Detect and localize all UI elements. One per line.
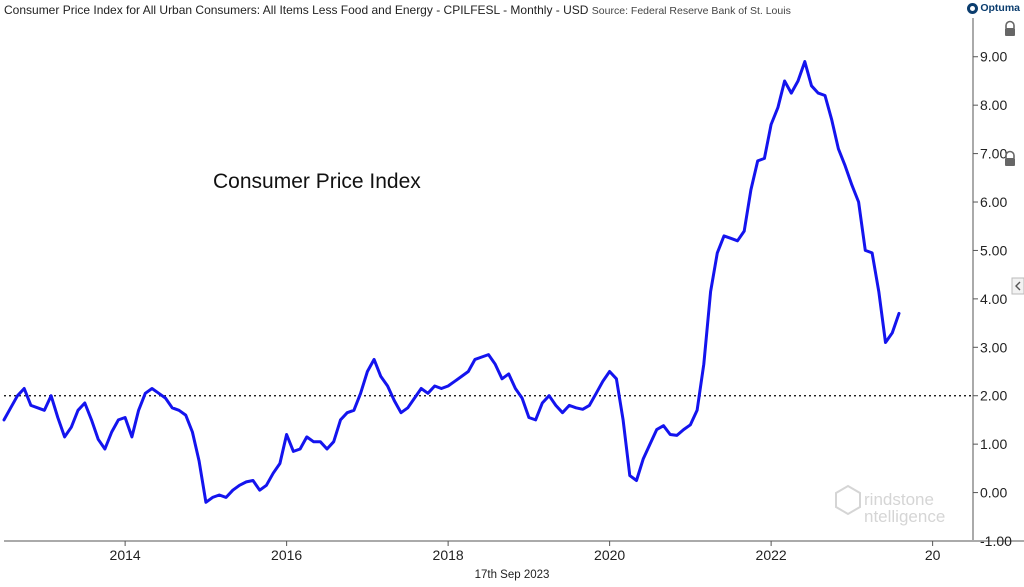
- x-tick-label: 20: [925, 547, 941, 563]
- y-tick-label: 8.00: [980, 97, 1007, 113]
- watermark-line1: rindstone: [864, 490, 934, 509]
- y-tick-label: 3.00: [980, 339, 1007, 355]
- y-tick-label: -1.00: [980, 533, 1012, 549]
- chart-title: Consumer Price Index for All Urban Consu…: [4, 3, 589, 17]
- lock-icon[interactable]: [1005, 150, 1015, 167]
- watermark-hexagon-icon: [835, 484, 861, 516]
- y-tick-label: 2.00: [980, 388, 1007, 404]
- x-tick-label: 2018: [433, 547, 464, 563]
- lock-icon[interactable]: [1005, 20, 1015, 37]
- chart-annotation: Consumer Price Index: [213, 170, 421, 193]
- y-tick-label: 9.00: [980, 49, 1007, 65]
- y-tick-label: 7.00: [980, 146, 1007, 162]
- y-tick-label: 1.00: [980, 436, 1007, 452]
- watermark-logo: rindstone ntelligence: [835, 484, 945, 526]
- x-tick-label: 2022: [756, 547, 787, 563]
- watermark-line2: ntelligence: [864, 507, 945, 526]
- x-tick-label: 2020: [594, 547, 625, 563]
- y-tick-label: 5.00: [980, 242, 1007, 258]
- brand-logo: Optuma: [967, 2, 1020, 14]
- x-tick-label: 2016: [271, 547, 302, 563]
- y-tick-label: 6.00: [980, 194, 1007, 210]
- x-tick-label: 2014: [110, 547, 141, 563]
- brand-name: Optuma: [980, 2, 1020, 14]
- date-label: 17th Sep 2023: [474, 569, 550, 581]
- y-tick-label: 4.00: [980, 291, 1007, 307]
- optuma-logo-icon: [967, 2, 979, 14]
- chart-source: Source: Federal Reserve Bank of St. Loui…: [591, 5, 791, 17]
- y-tick-label: 0.00: [980, 485, 1007, 501]
- collapse-arrow-icon[interactable]: [1011, 277, 1024, 295]
- chart-header: Consumer Price Index for All Urban Consu…: [4, 3, 791, 17]
- cpi-series-line: [2, 60, 901, 504]
